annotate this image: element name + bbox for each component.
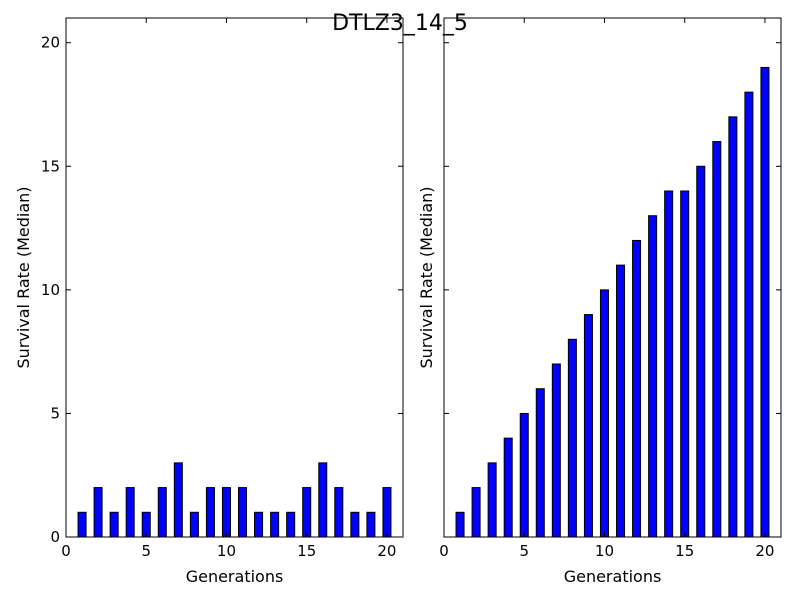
bar-gen-2: [471, 487, 481, 538]
bar-gen-18: [728, 116, 738, 538]
bar-gen-15: [302, 487, 312, 538]
y-tick-label: 20: [41, 34, 60, 52]
bar-gen-9: [205, 487, 215, 538]
y-axis-label: Survival Rate (Median): [417, 186, 436, 368]
bar-gen-4: [503, 437, 513, 538]
bar-gen-3: [109, 511, 119, 538]
x-tick-label: 20: [755, 542, 774, 560]
x-tick-label: 0: [61, 542, 71, 560]
bar-gen-10: [599, 289, 609, 538]
bar-gen-10: [221, 487, 231, 538]
bar-gen-19: [744, 91, 754, 538]
bar-gen-18: [350, 511, 360, 538]
bar-gen-17: [712, 141, 722, 538]
bar-gen-6: [157, 487, 167, 538]
x-axis-label: Generations: [564, 567, 662, 586]
bar-gen-2: [93, 487, 103, 538]
bar-gen-7: [551, 363, 561, 538]
y-tick-label: 5: [50, 404, 60, 422]
y-tick-label: 15: [41, 157, 60, 175]
x-axis-label: Generations: [186, 567, 284, 586]
figure-title: DTLZ3_14_5: [332, 11, 468, 36]
y-tick-label: 0: [50, 528, 60, 546]
bar-gen-1: [77, 511, 87, 538]
x-tick-label: 10: [217, 542, 236, 560]
bar-gen-11: [616, 264, 626, 538]
bar-gen-9: [583, 314, 593, 538]
y-axis-label: Survival Rate (Median): [14, 186, 33, 368]
bar-gen-8: [567, 338, 577, 538]
bar-gen-16: [696, 165, 706, 538]
bar-gen-20: [382, 487, 392, 538]
x-tick-label: 5: [519, 542, 529, 560]
bar-gen-3: [487, 462, 497, 538]
bar-gen-19: [366, 511, 376, 538]
bar-gen-11: [238, 487, 248, 538]
bar-gen-1: [455, 511, 465, 538]
bar-gen-7: [173, 462, 183, 538]
bar-gen-12: [632, 239, 642, 538]
bar-gen-16: [318, 462, 328, 538]
x-tick-label: 20: [377, 542, 396, 560]
bar-gen-20: [760, 66, 770, 538]
bar-gen-5: [519, 412, 529, 538]
left-chart-panel: 0 5 10 15 20 0 5 10 15 20 Generations Survival Rate…: [14, 17, 404, 586]
bar-gen-13: [648, 215, 658, 538]
x-tick-label: 15: [675, 542, 694, 560]
bar-gen-15: [680, 190, 690, 538]
x-tick-label: 0: [439, 542, 449, 560]
x-tick-label: 15: [297, 542, 316, 560]
y-tick-label: 10: [41, 281, 60, 299]
x-tick-label: 5: [141, 542, 151, 560]
bar-gen-17: [334, 487, 344, 538]
bar-gen-14: [664, 190, 674, 538]
right-chart-panel: 0 5 10 15 20 Generations Survival Rate (Median…: [417, 17, 782, 586]
axes-frame: [65, 17, 404, 538]
axes-frame: [443, 17, 782, 538]
x-tick-label: 10: [595, 542, 614, 560]
bar-gen-6: [535, 388, 545, 538]
bar-gen-8: [189, 511, 199, 538]
bar-gen-14: [286, 511, 296, 538]
bar-gen-4: [125, 487, 135, 538]
bar-gen-13: [270, 511, 280, 538]
bar-gen-12: [254, 511, 264, 538]
